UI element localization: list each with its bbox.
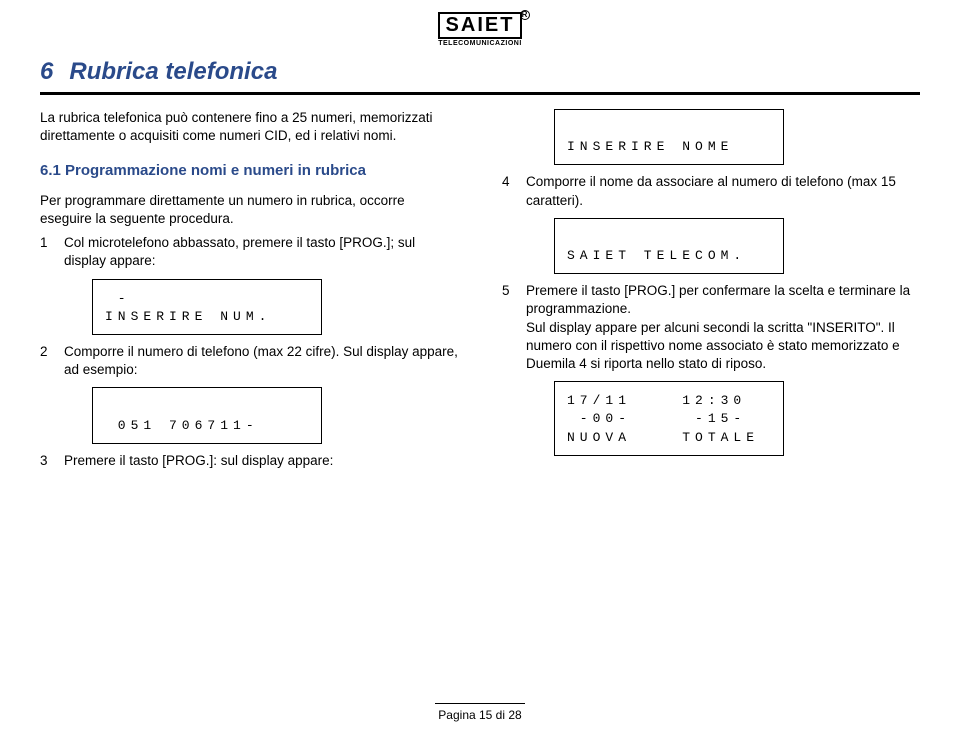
step-5: 5 Premere il tasto [PROG.] per confermar… [502, 282, 920, 373]
intro-paragraph: La rubrica telefonica può contenere fino… [40, 109, 458, 145]
step-2: 2 Comporre il numero di telefono (max 22… [40, 343, 458, 379]
logo-brand: SAIET R [438, 12, 523, 39]
step-4: 4 Comporre il nome da associare al numer… [502, 173, 920, 209]
page-number: Pagina 15 di 28 [438, 708, 521, 722]
section-rule [40, 92, 920, 95]
step-5b: Sul display appare per alcuni secondi la… [526, 320, 900, 371]
lcd-display-4: SAIET TELECOM. [554, 218, 784, 274]
lcd-display-1: - INSERIRE NUM. [92, 279, 322, 335]
section-title: Rubrica telefonica [69, 58, 277, 86]
step-1: 1 Col microtelefono abbassato, premere i… [40, 234, 458, 270]
lcd-display-3: INSERIRE NOME [554, 109, 784, 165]
two-column-layout: La rubrica telefonica può contenere fino… [40, 109, 920, 474]
step-5a: Premere il tasto [PROG.] per confermare … [526, 283, 910, 316]
logo-block: SAIET R TELECOMUNICAZIONI [40, 12, 920, 50]
logo-subtitle: TELECOMUNICAZIONI [438, 40, 523, 47]
step-number: 3 [40, 452, 54, 470]
lcd-display-5: 17/11 12:30 -00- -15- NUOVA TOTALE [554, 381, 784, 456]
step-text: Premere il tasto [PROG.] per confermare … [526, 282, 920, 373]
section-number: 6 [40, 58, 53, 86]
logo-text: SAIET [446, 14, 515, 36]
lcd-display-2: 051 706711- [92, 387, 322, 443]
step-text: Comporre il numero di telefono (max 22 c… [64, 343, 458, 379]
step-3: 3 Premere il tasto [PROG.]: sul display … [40, 452, 458, 470]
footer-rule [435, 703, 525, 704]
left-column: La rubrica telefonica può contenere fino… [40, 109, 458, 474]
step-number: 4 [502, 173, 516, 209]
step-text: Comporre il nome da associare al numero … [526, 173, 920, 209]
right-column: INSERIRE NOME 4 Comporre il nome da asso… [502, 109, 920, 474]
procedure-intro: Per programmare direttamente un numero i… [40, 192, 458, 228]
step-text: Premere il tasto [PROG.]: sul display ap… [64, 452, 333, 470]
step-number: 5 [502, 282, 516, 373]
logo-registered: R [520, 10, 530, 20]
step-number: 1 [40, 234, 54, 270]
page-footer: Pagina 15 di 28 [0, 703, 960, 722]
step-number: 2 [40, 343, 54, 379]
subsection-heading: 6.1 Programmazione nomi e numeri in rubr… [40, 161, 458, 181]
step-text: Col microtelefono abbassato, premere il … [64, 234, 458, 270]
section-header: 6 Rubrica telefonica [40, 58, 920, 86]
